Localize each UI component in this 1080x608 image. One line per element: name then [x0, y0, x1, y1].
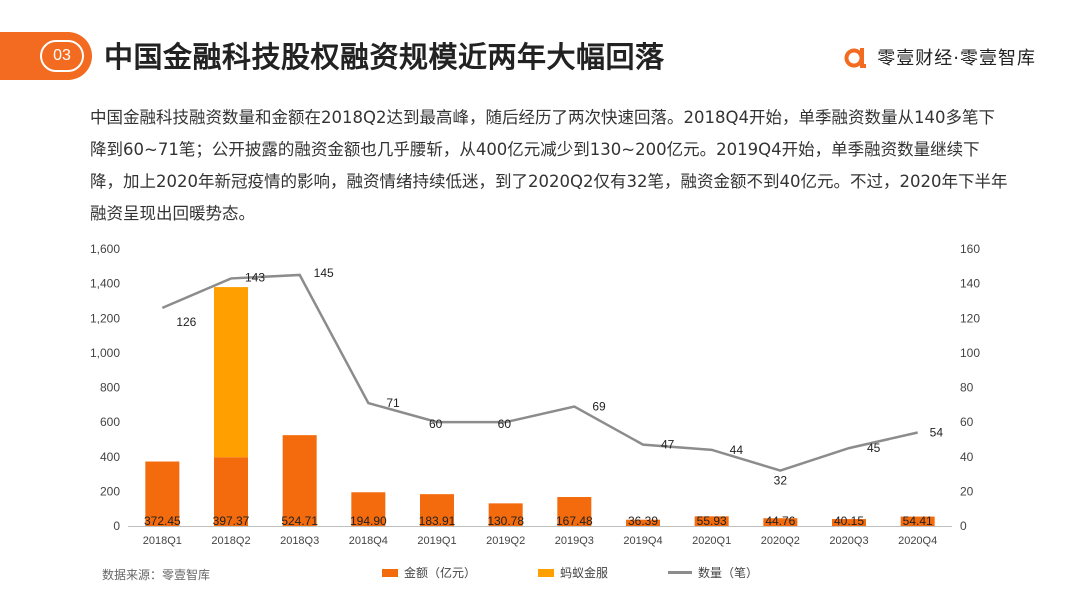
x-tick-label: 2020Q4: [898, 535, 937, 547]
legend-label-amount: 金额（亿元）: [404, 566, 477, 580]
y-right-tick-label: 80: [960, 381, 974, 395]
bar-amount-data-label: 183.91: [419, 514, 456, 528]
x-tick-label: 2018Q2: [211, 535, 250, 547]
legend-swatch-amount: [382, 568, 398, 577]
bar-amount: [145, 461, 180, 526]
bar-amount-data-label: 44.76: [765, 514, 795, 528]
line-count-data-label: 143: [245, 270, 265, 284]
y-left-tick-label: 600: [100, 415, 120, 429]
page-title: 中国金融科技股权融资规模近两年大幅回落: [104, 40, 665, 74]
line-count: [161, 273, 918, 472]
x-tick-label: 2018Q4: [349, 535, 388, 547]
line-count-data-label: 54: [930, 426, 944, 440]
intro-paragraph: 中国金融科技融资数量和金额在2018Q2达到最高峰，随后经历了两次快速回落。20…: [90, 108, 1008, 223]
legend-swatch-count: [668, 571, 692, 574]
bar-amount: [763, 518, 798, 526]
bar-amount: [832, 519, 866, 526]
bar-amount: [626, 519, 660, 526]
x-tick-label: 2019Q2: [486, 535, 525, 547]
line-count-data-label: 145: [314, 266, 334, 280]
bar-amount: [351, 492, 386, 526]
line-count-data-label: 60: [429, 417, 443, 431]
bar-amount: [420, 494, 454, 526]
line-count-data-label: 45: [867, 441, 881, 455]
data-source-note: 数据来源：零壹智库: [102, 568, 211, 582]
legend-item-ant: 蚂蚁金服: [538, 564, 608, 581]
line-count-data-label: 44: [730, 443, 744, 457]
bar-amount-data-label: 36.39: [628, 514, 658, 528]
y-left-tick-label: 200: [100, 484, 120, 498]
bar-ant-financial: [214, 287, 248, 458]
y-left-tick-label: 0: [113, 519, 120, 533]
y-right-tick-label: 160: [960, 242, 980, 256]
bar-amount: [557, 497, 592, 526]
bar-amount-data-label: 130.78: [487, 514, 524, 528]
bar-amount-data-label: 55.93: [697, 514, 727, 528]
bar-amount-data-label: 40.15: [834, 514, 864, 528]
brand-name: 零壹财经·零壹智库: [877, 48, 1036, 69]
combo-chart: 0 200 400 600 800 1,000 1,200 1,400 1,600 0 20 40 60…: [90, 242, 980, 547]
y-left-tick-label: 1,400: [90, 277, 120, 291]
line-count-data-label: 71: [386, 396, 400, 410]
line-count-data-label: 69: [592, 400, 606, 414]
y-left-tick-label: 1,200: [90, 311, 120, 325]
bar-amount-data-label: 372.45: [144, 514, 181, 528]
legend-label-ant: 蚂蚁金服: [560, 566, 609, 580]
bar-amount: [900, 516, 935, 526]
line-count-data-label: 32: [774, 474, 788, 488]
y-right-tick-label: 20: [960, 484, 974, 498]
x-tick-label: 2019Q1: [417, 535, 456, 547]
line-count-data-label: 126: [176, 315, 196, 329]
y-right-tick-label: 40: [960, 450, 974, 464]
y-left-tick-label: 400: [100, 450, 120, 464]
section-number-badge: 03: [40, 40, 84, 72]
bar-amount: [214, 457, 248, 526]
y-left-tick-label: 1,000: [90, 346, 120, 360]
x-tick-label: 2018Q1: [143, 535, 182, 547]
x-tick-label: 2020Q1: [692, 535, 731, 547]
bar-amount: [488, 503, 523, 526]
legend-swatch-ant: [538, 568, 554, 577]
y-left-tick-label: 800: [100, 381, 120, 395]
y-right-tick-label: 120: [960, 311, 980, 325]
bar-amount-data-label: 194.90: [350, 514, 387, 528]
bar-amount: [282, 435, 317, 526]
y-right-tick-label: 100: [960, 346, 980, 360]
x-tick-label: 2020Q2: [761, 535, 800, 547]
y-right-tick-label: 0: [960, 519, 967, 533]
x-tick-label: 2019Q3: [555, 535, 594, 547]
y-left-tick-label: 1,600: [90, 242, 120, 256]
legend-item-amount: 金额（亿元）: [382, 564, 476, 581]
legend-item-count: 数量（笔）: [668, 564, 758, 581]
x-tick-label: 2018Q3: [280, 535, 319, 547]
brand-logo-icon: [843, 44, 869, 70]
y-right-tick-label: 60: [960, 415, 974, 429]
legend-label-count: 数量（笔）: [698, 566, 759, 580]
bar-amount-data-label: 167.48: [556, 514, 593, 528]
bar-amount-data-label: 524.71: [281, 514, 318, 528]
x-tick-label: 2020Q3: [829, 535, 868, 547]
bar-amount-data-label: 54.41: [903, 514, 933, 528]
bar-amount-data-label: 397.37: [213, 514, 250, 528]
x-tick-label: 2019Q4: [623, 535, 662, 547]
line-count-data-label: 47: [661, 438, 675, 452]
y-right-tick-label: 140: [960, 277, 980, 291]
line-count-data-label: 60: [498, 417, 512, 431]
bar-amount: [694, 516, 729, 526]
brand: 零壹财经·零壹智库: [843, 42, 1036, 72]
